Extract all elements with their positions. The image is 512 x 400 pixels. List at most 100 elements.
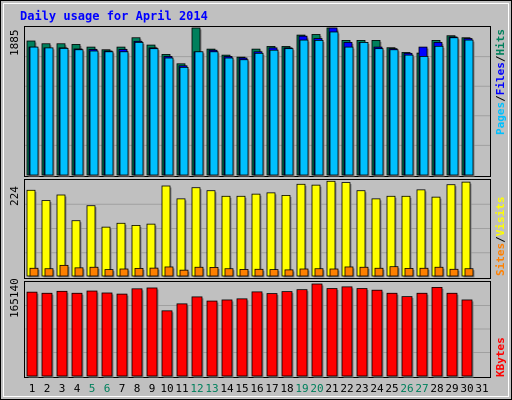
- x-tick-label: 27: [415, 382, 428, 395]
- sites-bar: [149, 267, 159, 277]
- x-tick-label: 10: [160, 382, 173, 395]
- sites-bar: [194, 266, 204, 277]
- pages-bar: [29, 46, 39, 176]
- pages-bar: [224, 57, 234, 176]
- x-tick-label: 21: [325, 382, 338, 395]
- x-axis-labels: 1 2 3 4 5 6 7 8 9 10 11 12 13 14 15 16 17 18 19 20 21 22 23 24 2…: [29, 382, 489, 395]
- pages-bar: [119, 51, 129, 176]
- sites-bar: [359, 266, 369, 277]
- sites-bar: [419, 267, 429, 277]
- visits-bar: [176, 198, 186, 277]
- kbytes-bar: [101, 292, 113, 377]
- visits-bar: [221, 195, 231, 277]
- chart-title: Daily usage for April 2014: [20, 9, 208, 23]
- x-tick-label: 1: [29, 382, 36, 395]
- sites-bar: [284, 269, 294, 277]
- kbytes-bar: [416, 292, 428, 377]
- x-tick-label: 13: [205, 382, 218, 395]
- sites-bar: [134, 268, 144, 277]
- kbytes-bar: [401, 296, 413, 377]
- x-tick-label: 3: [59, 382, 66, 395]
- x-tick-label: 6: [104, 382, 111, 395]
- pages-bar: [164, 57, 174, 176]
- visits-bar: [161, 185, 171, 277]
- sites-bar: [329, 268, 339, 277]
- panel-visits-sites: [24, 179, 491, 279]
- kbytes-bar: [281, 291, 293, 377]
- sites-bar: [314, 268, 324, 277]
- x-tick-label: 2: [44, 382, 51, 395]
- visits-bar: [86, 205, 96, 277]
- pages-bar: [344, 46, 354, 176]
- visits-bar: [191, 187, 201, 277]
- kbytes-bar: [131, 288, 143, 377]
- pages-bar: [329, 31, 339, 176]
- sites-bar: [164, 266, 174, 277]
- x-tick-label: 17: [265, 382, 278, 395]
- kbytes-bar: [206, 300, 218, 377]
- legend-hits-files-pages: Pages/Files/Hits: [494, 29, 507, 135]
- legend-files: Files: [494, 62, 507, 95]
- visits-bar: [311, 184, 321, 277]
- pages-bar: [149, 48, 159, 176]
- sites-bar: [449, 268, 459, 277]
- kbytes-bar: [296, 289, 308, 377]
- visits-bar: [446, 184, 456, 277]
- kbytes-bar: [311, 283, 323, 377]
- pages-bar: [269, 49, 279, 176]
- pages-bar: [194, 51, 204, 176]
- legend-sites: Sites: [494, 243, 507, 276]
- kbytes-bar: [461, 299, 473, 377]
- legend-pages: Pages: [494, 102, 507, 135]
- sites-bar: [269, 269, 279, 277]
- kbytes-bar: [41, 292, 53, 377]
- sites-bar: [374, 267, 384, 277]
- x-tick-label: 16: [250, 382, 263, 395]
- x-tick-label: 26: [400, 382, 413, 395]
- sites-bar: [119, 268, 129, 277]
- x-tick-label: 7: [119, 382, 126, 395]
- kbytes-bar: [386, 292, 398, 377]
- x-tick-label: 14: [220, 382, 234, 395]
- visits-bar: [206, 190, 216, 277]
- sites-bar: [29, 267, 39, 277]
- kbytes-bar: [236, 298, 248, 377]
- sites-bar: [104, 269, 114, 277]
- sites-bar: [59, 264, 69, 277]
- y-max-hits: 1885: [8, 30, 21, 57]
- visits-bar: [236, 195, 246, 277]
- x-tick-label: 23: [355, 382, 368, 395]
- visits-bar: [371, 198, 381, 277]
- sites-bar: [209, 267, 219, 277]
- kbytes-bar: [356, 288, 368, 377]
- x-tick-label: 19: [295, 382, 308, 395]
- legend-visits-sites: Sites/Visits: [494, 197, 507, 277]
- kbytes-bar: [26, 291, 38, 377]
- sites-bar: [434, 266, 444, 277]
- pages-bar: [74, 49, 84, 176]
- sites-bar: [224, 268, 234, 277]
- pages-bar: [314, 39, 324, 176]
- visits-bar: [251, 193, 261, 277]
- x-tick-label: 8: [134, 382, 141, 395]
- visits-bar: [296, 183, 306, 277]
- visits-bar: [326, 180, 336, 277]
- pages-bar: [209, 51, 219, 176]
- visits-bar: [266, 192, 276, 277]
- kbytes-bar: [431, 287, 443, 377]
- kbytes-bar: [176, 303, 188, 377]
- visits-bar: [431, 196, 441, 277]
- pages-bar: [299, 39, 309, 176]
- kbytes-bar: [86, 290, 98, 377]
- kbytes-bar: [221, 299, 233, 377]
- sites-bar: [74, 267, 84, 277]
- visits-bar: [461, 181, 471, 277]
- x-tick-label: 25: [385, 382, 398, 395]
- visits-bar: [56, 194, 66, 277]
- kbytes-bar: [71, 292, 83, 377]
- kbytes-bar: [116, 293, 128, 377]
- kbytes-bar: [266, 293, 278, 377]
- pages-bar: [134, 42, 144, 176]
- visits-bar: [281, 195, 291, 277]
